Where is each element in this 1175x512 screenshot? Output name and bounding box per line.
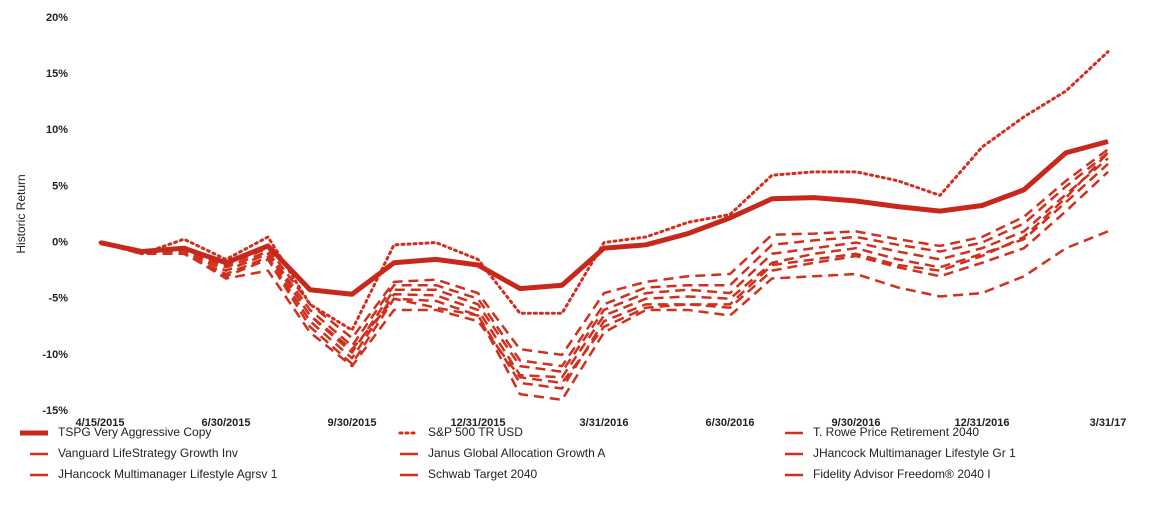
y-tick-label: 0%: [52, 236, 68, 248]
legend-label: JHancock Multimanager Lifestyle Agrsv 1: [58, 467, 278, 481]
legend-label: Vanguard LifeStrategy Growth Inv: [58, 446, 238, 460]
y-tick-label: 5%: [52, 180, 68, 192]
series-line: [99, 170, 1109, 390]
x-tick-label: 3/31/2016: [580, 417, 629, 429]
series-line: [99, 148, 1109, 357]
x-tick-label: 3/31/17: [1090, 417, 1127, 429]
y-tick-label: 20%: [46, 12, 68, 24]
series-line: [99, 151, 1109, 385]
series-line: [98, 50, 1110, 332]
x-tick-label: 9/30/2016: [832, 417, 881, 429]
series-line: [99, 139, 1109, 297]
x-tick-label: 9/30/2015: [328, 417, 377, 429]
series-line: [99, 157, 1109, 373]
legend-label: JHancock Multimanager Lifestyle Gr 1: [813, 446, 1016, 460]
legend-label: Janus Global Allocation Growth A: [428, 446, 605, 460]
series-line: [99, 230, 1109, 402]
x-tick-label: 4/15/2015: [76, 417, 125, 429]
x-tick-label: 12/31/2016: [954, 417, 1009, 429]
series-line: [99, 163, 1109, 379]
legend-label: Fidelity Advisor Freedom® 2040 I: [813, 467, 991, 481]
y-tick-label: 10%: [46, 124, 68, 136]
x-tick-label: 6/30/2016: [706, 417, 755, 429]
x-tick-label: 6/30/2015: [202, 417, 251, 429]
series-line: [99, 151, 1109, 368]
legend-label: T. Rowe Price Retirement 2040: [813, 425, 979, 439]
y-axis-label: Historic Return: [14, 174, 28, 253]
legend-label: S&P 500 TR USD: [428, 425, 523, 439]
y-tick-label: -10%: [42, 349, 68, 361]
x-tick-label: 12/31/2015: [450, 417, 505, 429]
y-tick-label: -15%: [42, 405, 68, 417]
y-tick-label: 15%: [46, 68, 68, 80]
y-tick-label: -5%: [48, 293, 68, 305]
legend-label: TSPG Very Aggressive Copy: [58, 425, 211, 439]
legend-label: Schwab Target 2040: [428, 467, 538, 481]
